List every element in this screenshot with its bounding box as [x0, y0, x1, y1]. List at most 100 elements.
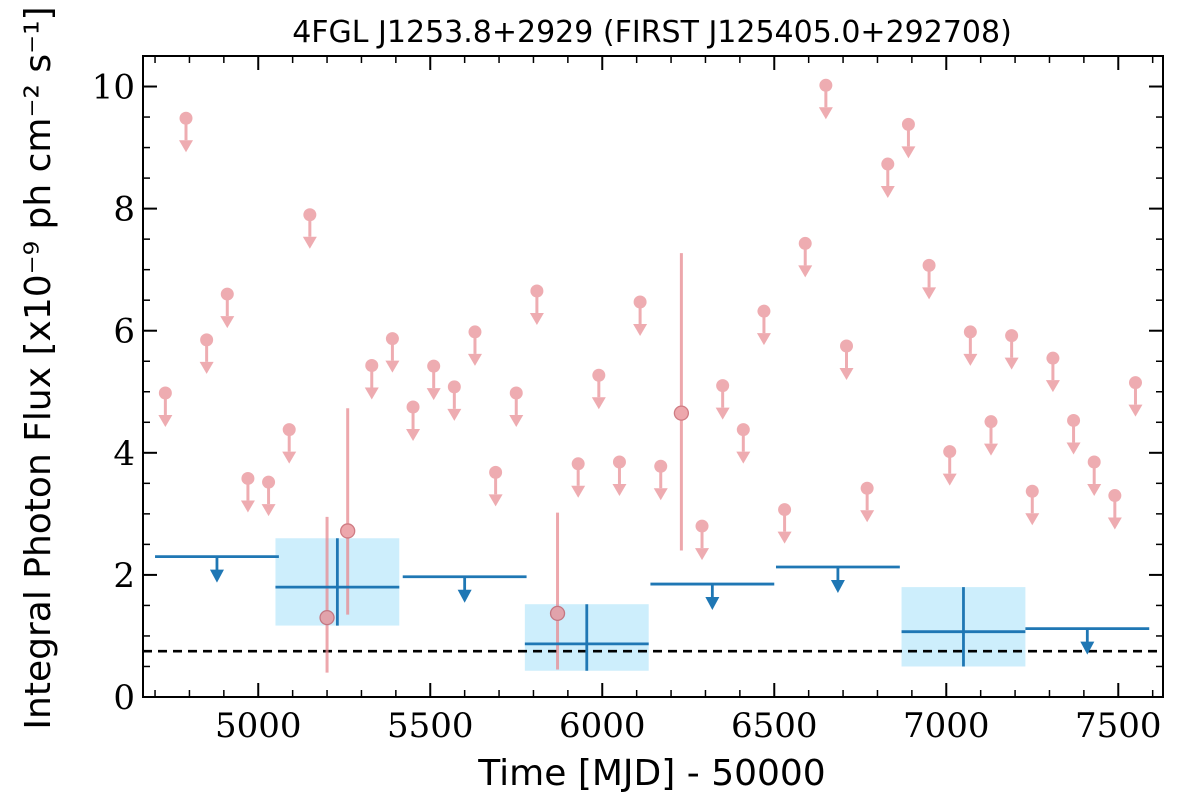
- plot-content: [143, 78, 1163, 673]
- short-bin-ul-point-42: [1108, 489, 1122, 503]
- short-bin-ul-arrow-36: [983, 443, 998, 456]
- short-bin-ul-point-10: [406, 400, 420, 414]
- short-bin-upper-limit-40: [1066, 413, 1081, 455]
- short-bin-ul-point-27: [798, 236, 812, 250]
- short-bin-ul-point-5: [262, 475, 276, 489]
- short-bin-upper-limit-28: [818, 78, 833, 120]
- short-bin-ul-point-23: [716, 379, 730, 393]
- long-bin-ul-arrow-4: [1080, 641, 1095, 655]
- short-bin-ul-point-7: [303, 208, 317, 222]
- short-bin-ul-point-6: [282, 423, 296, 437]
- y-tick-label-2: 4: [113, 434, 135, 474]
- short-bin-upper-limit-29: [839, 339, 854, 380]
- short-bin-ul-arrow-20: [633, 324, 648, 337]
- short-bin-upper-limit-32: [901, 117, 916, 159]
- short-bin-ul-point-21: [654, 459, 668, 473]
- short-bin-ul-arrow-31: [880, 186, 895, 199]
- short-bin-ul-arrow-2: [199, 361, 214, 374]
- short-bin-ul-arrow-11: [426, 388, 441, 401]
- short-bin-ul-arrow-27: [798, 265, 813, 278]
- short-bin-ul-point-32: [901, 117, 915, 131]
- short-bin-upper-limit-5: [261, 475, 276, 517]
- short-bin-ul-point-4: [241, 471, 255, 485]
- short-bin-ul-point-13: [468, 325, 482, 339]
- short-bin-ul-arrow-39: [1045, 380, 1060, 393]
- short-bin-ul-arrow-30: [860, 510, 875, 523]
- short-bin-upper-limit-7: [302, 208, 317, 249]
- short-bin-ul-arrow-28: [818, 107, 833, 120]
- short-bin-ul-point-31: [881, 157, 895, 171]
- short-bin-ul-arrow-26: [777, 531, 792, 544]
- short-bin-upper-limit-36: [983, 415, 998, 456]
- short-bin-upper-limit-11: [426, 359, 441, 401]
- long-bin-ul-arrow-2: [705, 597, 720, 611]
- short-bin-ul-point-29: [840, 339, 854, 353]
- short-bin-upper-limit-34: [942, 445, 957, 486]
- short-bin-ul-point-30: [860, 481, 874, 495]
- y-tick-label-3: 6: [113, 312, 135, 352]
- x-tick-label-1: 5500: [387, 706, 474, 746]
- short-bin-ul-point-1: [179, 111, 193, 125]
- short-bin-ul-point-26: [778, 503, 792, 517]
- short-bin-ul-arrow-23: [715, 407, 730, 420]
- short-bin-ul-arrow-4: [240, 500, 255, 513]
- short-bin-upper-limit-38: [1025, 484, 1040, 526]
- short-bin-ul-arrow-8: [364, 387, 379, 400]
- short-bin-upper-limit-35: [963, 325, 978, 366]
- short-bin-upper-limit-25: [756, 304, 771, 346]
- short-bin-upper-limit-27: [798, 236, 813, 278]
- short-bin-ul-arrow-6: [282, 451, 297, 464]
- x-axis-label: Time [MJD] - 50000: [477, 753, 825, 794]
- short-bin-ul-arrow-3: [220, 316, 235, 329]
- short-bin-ul-arrow-1: [179, 140, 194, 153]
- short-bin-ul-point-22: [695, 519, 709, 533]
- short-bin-ul-arrow-12: [447, 408, 462, 421]
- short-bin-ul-arrow-0: [158, 414, 173, 427]
- short-bin-detection-3: [673, 253, 690, 551]
- short-bin-ul-point-9: [385, 332, 399, 346]
- short-bin-ul-arrow-22: [695, 548, 710, 561]
- short-bin-ul-arrow-10: [406, 429, 421, 442]
- short-bin-ul-point-33: [922, 258, 936, 272]
- short-bin-upper-limit-42: [1107, 489, 1122, 530]
- short-bin-upper-limit-37: [1004, 329, 1019, 370]
- x-tick-label-4: 7000: [903, 706, 990, 746]
- short-bin-upper-limit-12: [447, 380, 462, 421]
- short-bin-ul-arrow-40: [1066, 442, 1081, 455]
- short-bin-ul-arrow-21: [653, 488, 668, 501]
- short-bin-ul-point-28: [819, 78, 833, 92]
- short-bin-ul-point-36: [984, 415, 998, 429]
- y-tick-label-1: 2: [113, 556, 135, 596]
- axes-frame: [142, 55, 1164, 698]
- short-bin-upper-limit-6: [282, 423, 297, 464]
- short-bin-ul-arrow-19: [612, 483, 627, 496]
- short-bin-ul-point-37: [1005, 329, 1019, 343]
- short-bin-ul-arrow-17: [571, 485, 586, 498]
- x-tick-label-5: 7500: [1075, 706, 1162, 746]
- short-bin-upper-limit-21: [653, 459, 668, 501]
- short-bin-ul-arrow-24: [736, 451, 751, 464]
- short-bin-det-point-0: [319, 609, 335, 626]
- short-bin-ul-arrow-9: [385, 360, 400, 373]
- short-bin-upper-limit-8: [364, 359, 379, 400]
- short-bin-ul-point-12: [447, 380, 461, 394]
- short-bin-upper-limit-10: [406, 400, 421, 442]
- x-tick-label-2: 6000: [559, 706, 646, 746]
- short-bin-ul-point-18: [592, 368, 606, 382]
- short-bin-upper-limit-30: [860, 481, 875, 523]
- short-bin-detection-1: [340, 408, 356, 615]
- short-bin-upper-limit-23: [715, 379, 730, 420]
- short-bin-upper-limit-9: [385, 332, 400, 373]
- short-bin-ul-arrow-41: [1087, 483, 1102, 496]
- short-bin-upper-limit-20: [633, 295, 648, 337]
- short-bin-ul-arrow-35: [963, 353, 978, 366]
- short-bin-ul-point-25: [757, 304, 771, 318]
- short-bin-ul-arrow-33: [922, 287, 937, 300]
- short-bin-upper-limit-3: [220, 287, 235, 329]
- short-bin-det-point-3: [673, 405, 690, 421]
- axes: 5000 5500 6000 6500 7000 7500 0 2 4 6 8 10: [92, 55, 1164, 746]
- x-tick-label-0: 5000: [215, 706, 302, 746]
- long-bin-ul-arrow-1: [457, 589, 472, 603]
- short-bin-ul-arrow-29: [839, 367, 854, 380]
